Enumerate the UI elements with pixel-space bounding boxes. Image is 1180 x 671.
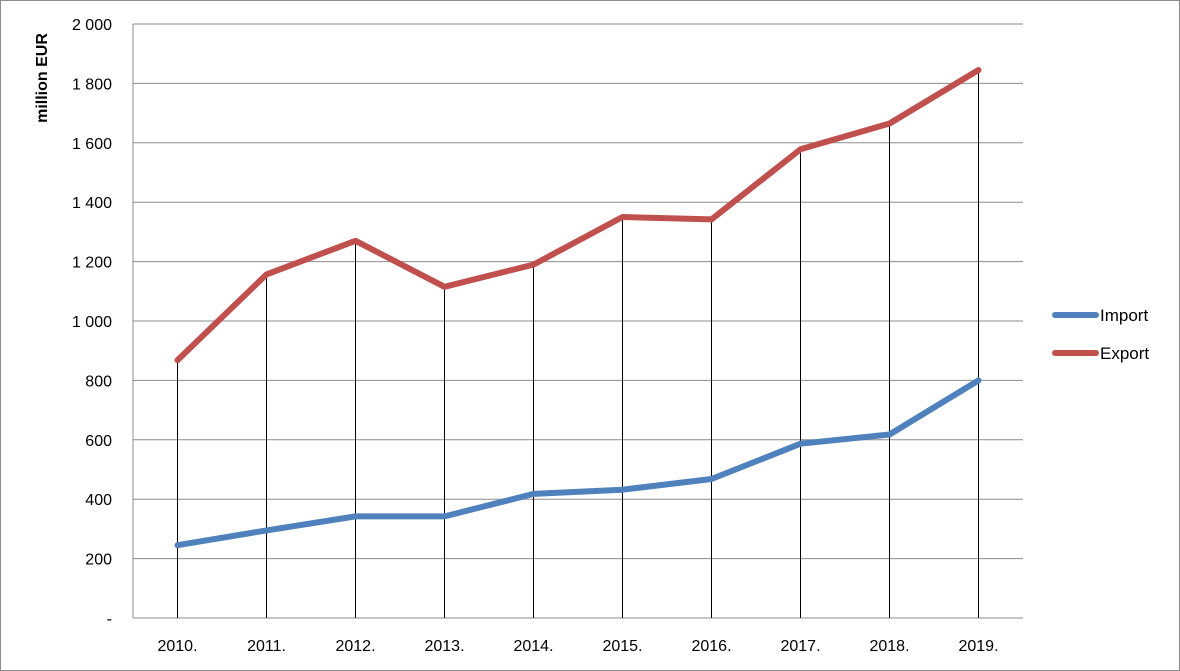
y-tick-label: 800 <box>85 373 112 390</box>
x-tick-label: 2018. <box>869 638 909 655</box>
x-tick-label: 2014. <box>513 638 553 655</box>
legend-label-import: Import <box>1100 306 1148 325</box>
x-tick-label: 2015. <box>602 638 642 655</box>
y-axis-ticks: - 200 400 600 800 1 000 1 200 1 400 1 600 1 800 2 … <box>72 17 112 628</box>
x-tick-label: 2019. <box>958 638 998 655</box>
gridlines <box>132 23 1023 619</box>
y-tick-label: 1 400 <box>72 195 112 212</box>
series-lines <box>174 67 982 549</box>
y-tick-label: 1 800 <box>72 76 112 93</box>
y-tick-label: 1 600 <box>72 136 112 153</box>
y-tick-label: 600 <box>85 433 112 450</box>
y-tick-label: - <box>107 611 112 628</box>
x-tick-label: 2012. <box>335 638 375 655</box>
x-tick-label: 2017. <box>780 638 820 655</box>
series-line-export <box>174 67 982 364</box>
x-axis-ticks: 2010. 2011. 2012. 2013. 2014. 2015. 2016. 2017.… <box>157 638 998 655</box>
x-tick-label: 2013. <box>424 638 464 655</box>
drop-lines <box>177 70 979 618</box>
y-axis-title: million EUR <box>34 33 51 123</box>
y-tick-label: 1 200 <box>72 255 112 272</box>
legend: Import Export <box>1052 306 1149 363</box>
y-tick-label: 400 <box>85 492 112 509</box>
legend-label-export: Export <box>1100 344 1149 363</box>
y-tick-label: 200 <box>85 552 112 569</box>
y-tick-label: 2 000 <box>72 17 112 34</box>
y-tick-label: 1 000 <box>72 314 112 331</box>
series-line-import <box>174 377 982 549</box>
x-tick-label: 2010. <box>157 638 197 655</box>
x-tick-label: 2011. <box>247 638 286 655</box>
x-tick-label: 2016. <box>691 638 731 655</box>
